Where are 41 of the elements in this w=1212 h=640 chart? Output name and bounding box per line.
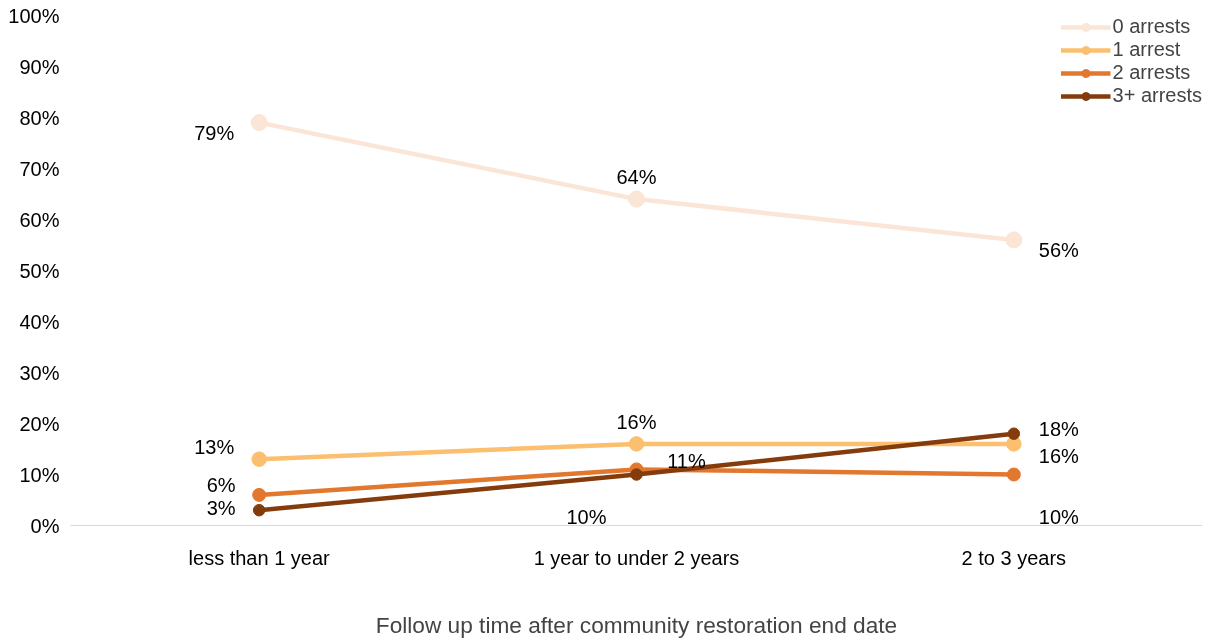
legend-label: 2 arrests bbox=[1112, 61, 1191, 84]
x-tick-label: less than 1 year bbox=[188, 546, 331, 569]
x-tick-label: 2 to 3 years bbox=[961, 546, 1067, 569]
y-tick-label: 30% bbox=[19, 361, 60, 384]
point bbox=[628, 190, 645, 208]
point bbox=[1007, 427, 1021, 440]
x-tick-label: 1 year to under 2 years bbox=[533, 546, 740, 569]
point bbox=[252, 487, 267, 502]
point bbox=[252, 503, 266, 517]
text: 13% bbox=[194, 436, 235, 459]
legend-label: 3+ arrests bbox=[1112, 84, 1202, 107]
legend-label: 1 arrest bbox=[1112, 38, 1181, 61]
text: 6% bbox=[206, 473, 236, 496]
y-tick-label: 60% bbox=[19, 208, 60, 231]
text: 16% bbox=[616, 410, 657, 433]
y-tick-label: 90% bbox=[19, 55, 60, 78]
legend-label: 0 arrests bbox=[1112, 15, 1191, 38]
y-tick-label: 0% bbox=[30, 514, 60, 537]
point bbox=[630, 468, 643, 481]
text: 11% bbox=[667, 450, 706, 473]
y-tick-label: 80% bbox=[19, 106, 60, 129]
x-axis-title: Follow up time after community restoration end date bbox=[375, 611, 898, 638]
point bbox=[628, 436, 645, 452]
y-tick-label: 20% bbox=[19, 412, 60, 435]
text: 79% bbox=[194, 121, 235, 144]
point bbox=[251, 451, 267, 467]
y-tick-label: 10% bbox=[19, 463, 60, 486]
text: 18% bbox=[1038, 417, 1079, 440]
y-tick-label: 100% bbox=[8, 4, 60, 27]
point bbox=[250, 114, 268, 132]
text: 3% bbox=[206, 497, 236, 520]
y-tick-label: 70% bbox=[19, 157, 60, 180]
text: 16% bbox=[1038, 444, 1079, 467]
y-tick-label: 50% bbox=[19, 259, 60, 282]
point bbox=[1005, 231, 1023, 249]
text: 10% bbox=[566, 505, 607, 528]
text: 56% bbox=[1038, 238, 1079, 261]
text: 64% bbox=[616, 166, 657, 189]
text: 10% bbox=[1038, 505, 1079, 528]
y-tick-label: 40% bbox=[19, 310, 60, 333]
point bbox=[1006, 467, 1021, 482]
